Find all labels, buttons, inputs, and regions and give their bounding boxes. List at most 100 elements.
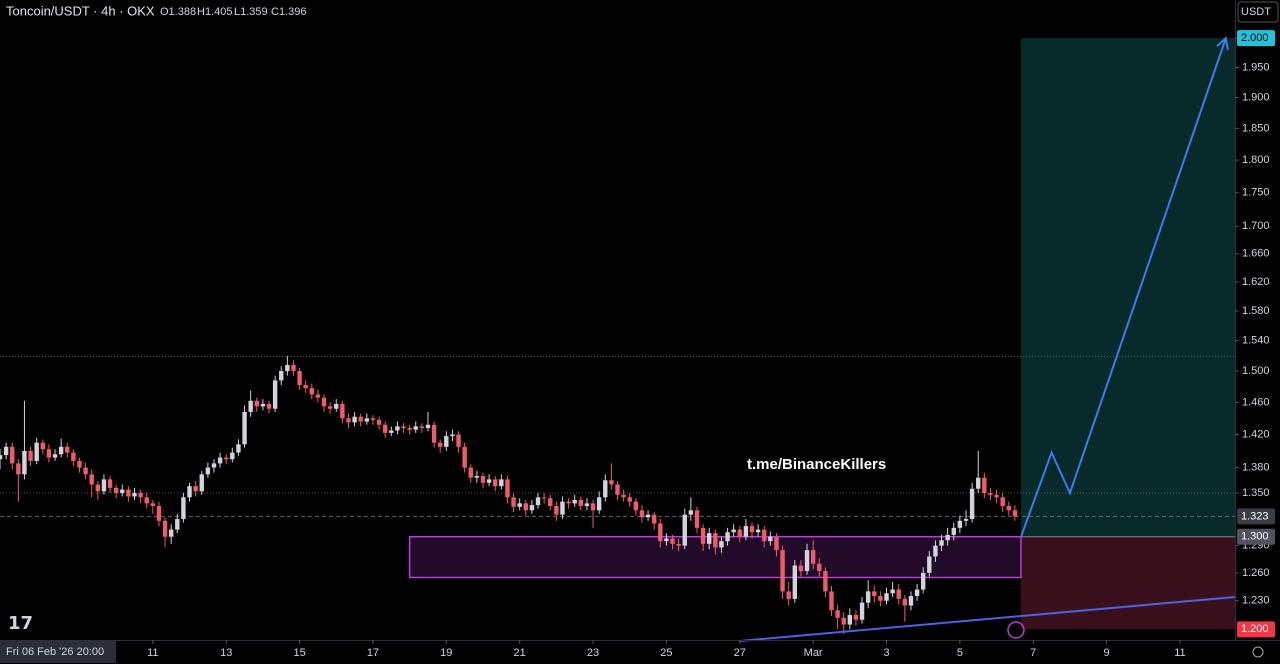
candle-body bbox=[541, 497, 547, 499]
candle-body bbox=[144, 497, 149, 504]
price-tag bbox=[1237, 528, 1275, 545]
x-tick-label: 19 bbox=[440, 647, 452, 659]
candle-body bbox=[77, 460, 82, 468]
y-tick-label: 1.500 bbox=[1242, 365, 1270, 377]
candle-body bbox=[211, 463, 217, 468]
ohlc-value: O1.388 bbox=[160, 6, 196, 18]
candle-body bbox=[107, 479, 113, 488]
candle-body bbox=[419, 426, 425, 429]
x-tick-label: 15 bbox=[293, 647, 305, 659]
candle-body bbox=[334, 403, 339, 409]
candle-body bbox=[548, 498, 553, 506]
candle-body bbox=[664, 538, 669, 542]
candle-body bbox=[16, 463, 21, 475]
candle-body bbox=[810, 550, 816, 564]
candle-body bbox=[95, 484, 101, 492]
candle-body bbox=[682, 514, 687, 546]
candle-body bbox=[865, 591, 871, 603]
y-tick-label: 1.460 bbox=[1242, 396, 1270, 408]
candle-body bbox=[401, 426, 406, 429]
projection-path bbox=[1020, 37, 1227, 538]
x-tick-label: 5 bbox=[957, 647, 963, 659]
candle-body bbox=[676, 543, 681, 546]
candle-body bbox=[230, 452, 235, 460]
candle-body bbox=[0, 455, 3, 460]
candle-body bbox=[187, 486, 192, 498]
y-tick-label: 1.850 bbox=[1242, 122, 1270, 134]
candle-body bbox=[590, 503, 596, 511]
candle-body bbox=[596, 497, 602, 511]
candle-body bbox=[737, 529, 742, 537]
candle-body bbox=[670, 538, 675, 544]
y-tick-label: 1.750 bbox=[1242, 187, 1270, 199]
price-tag bbox=[1237, 621, 1275, 638]
candle-body bbox=[688, 510, 694, 515]
currency-button[interactable] bbox=[1237, 1, 1279, 23]
x-tick-label: 23 bbox=[587, 647, 599, 659]
candle-body bbox=[621, 494, 626, 498]
candle-body bbox=[902, 598, 908, 606]
candle-body bbox=[994, 494, 999, 498]
arrow-head bbox=[1216, 36, 1229, 51]
x-tick-label: 25 bbox=[660, 647, 672, 659]
candle-body bbox=[193, 486, 198, 492]
candle-body bbox=[976, 477, 981, 489]
candle-body bbox=[346, 418, 351, 423]
candle-body bbox=[205, 467, 211, 475]
candle-body bbox=[651, 514, 657, 524]
candle-body bbox=[517, 503, 522, 507]
candle-body bbox=[914, 589, 920, 597]
candle-body bbox=[731, 529, 736, 533]
candle-body bbox=[933, 545, 938, 557]
y-tick-label: 1.380 bbox=[1242, 461, 1270, 473]
candle-body bbox=[224, 457, 229, 460]
price-tag bbox=[1237, 30, 1275, 47]
candle-body bbox=[878, 596, 883, 601]
candle-body bbox=[462, 446, 467, 468]
candle-body bbox=[413, 426, 418, 430]
currency[interactable]: USDT bbox=[1241, 6, 1271, 18]
candle-body bbox=[181, 497, 186, 520]
candle-body bbox=[762, 529, 767, 542]
candle-body bbox=[248, 400, 253, 412]
candle-body bbox=[890, 589, 895, 594]
x-tick-label: 13 bbox=[220, 647, 232, 659]
settings-icon[interactable] bbox=[1252, 646, 1264, 658]
x-tick-label: 11 bbox=[1174, 647, 1185, 659]
candle-body bbox=[853, 614, 859, 620]
x-tick-label: 17 bbox=[367, 647, 379, 659]
candle-body bbox=[982, 477, 987, 494]
candle-body bbox=[615, 484, 620, 495]
ohlc-value: C1.396 bbox=[271, 6, 306, 18]
candle-body bbox=[872, 591, 877, 597]
candle-body bbox=[1006, 505, 1011, 511]
watermark: t.me/BinanceKillers bbox=[747, 456, 886, 473]
candle-body bbox=[303, 385, 308, 389]
candle-body bbox=[939, 540, 944, 546]
candle-body bbox=[450, 434, 455, 437]
candle-body bbox=[884, 593, 889, 601]
x-tick-label: 7 bbox=[1030, 647, 1036, 659]
symbol: Toncoin/USDT · 4h · OKX bbox=[6, 3, 155, 18]
flash-icon[interactable] bbox=[1007, 621, 1025, 639]
candle-body bbox=[633, 501, 639, 511]
candle-body bbox=[168, 529, 174, 537]
y-tick-label: 1.540 bbox=[1242, 335, 1270, 347]
candle-body bbox=[266, 403, 272, 409]
candle-body bbox=[260, 403, 266, 407]
x-tick-label: 9 bbox=[1104, 647, 1110, 659]
candle-body bbox=[407, 428, 412, 430]
candle-body bbox=[823, 571, 828, 592]
price-tag-label: 1.300 bbox=[1241, 531, 1269, 543]
candle-body bbox=[798, 565, 804, 572]
candle-body bbox=[431, 424, 437, 443]
y-tick-label: 1.420 bbox=[1242, 428, 1270, 440]
y-tick-label: 1.230 bbox=[1242, 595, 1270, 607]
candle-body bbox=[920, 572, 926, 590]
candle-body bbox=[437, 442, 443, 447]
candle-body bbox=[352, 416, 357, 423]
candle-body bbox=[10, 446, 15, 464]
candle-body bbox=[658, 523, 663, 542]
